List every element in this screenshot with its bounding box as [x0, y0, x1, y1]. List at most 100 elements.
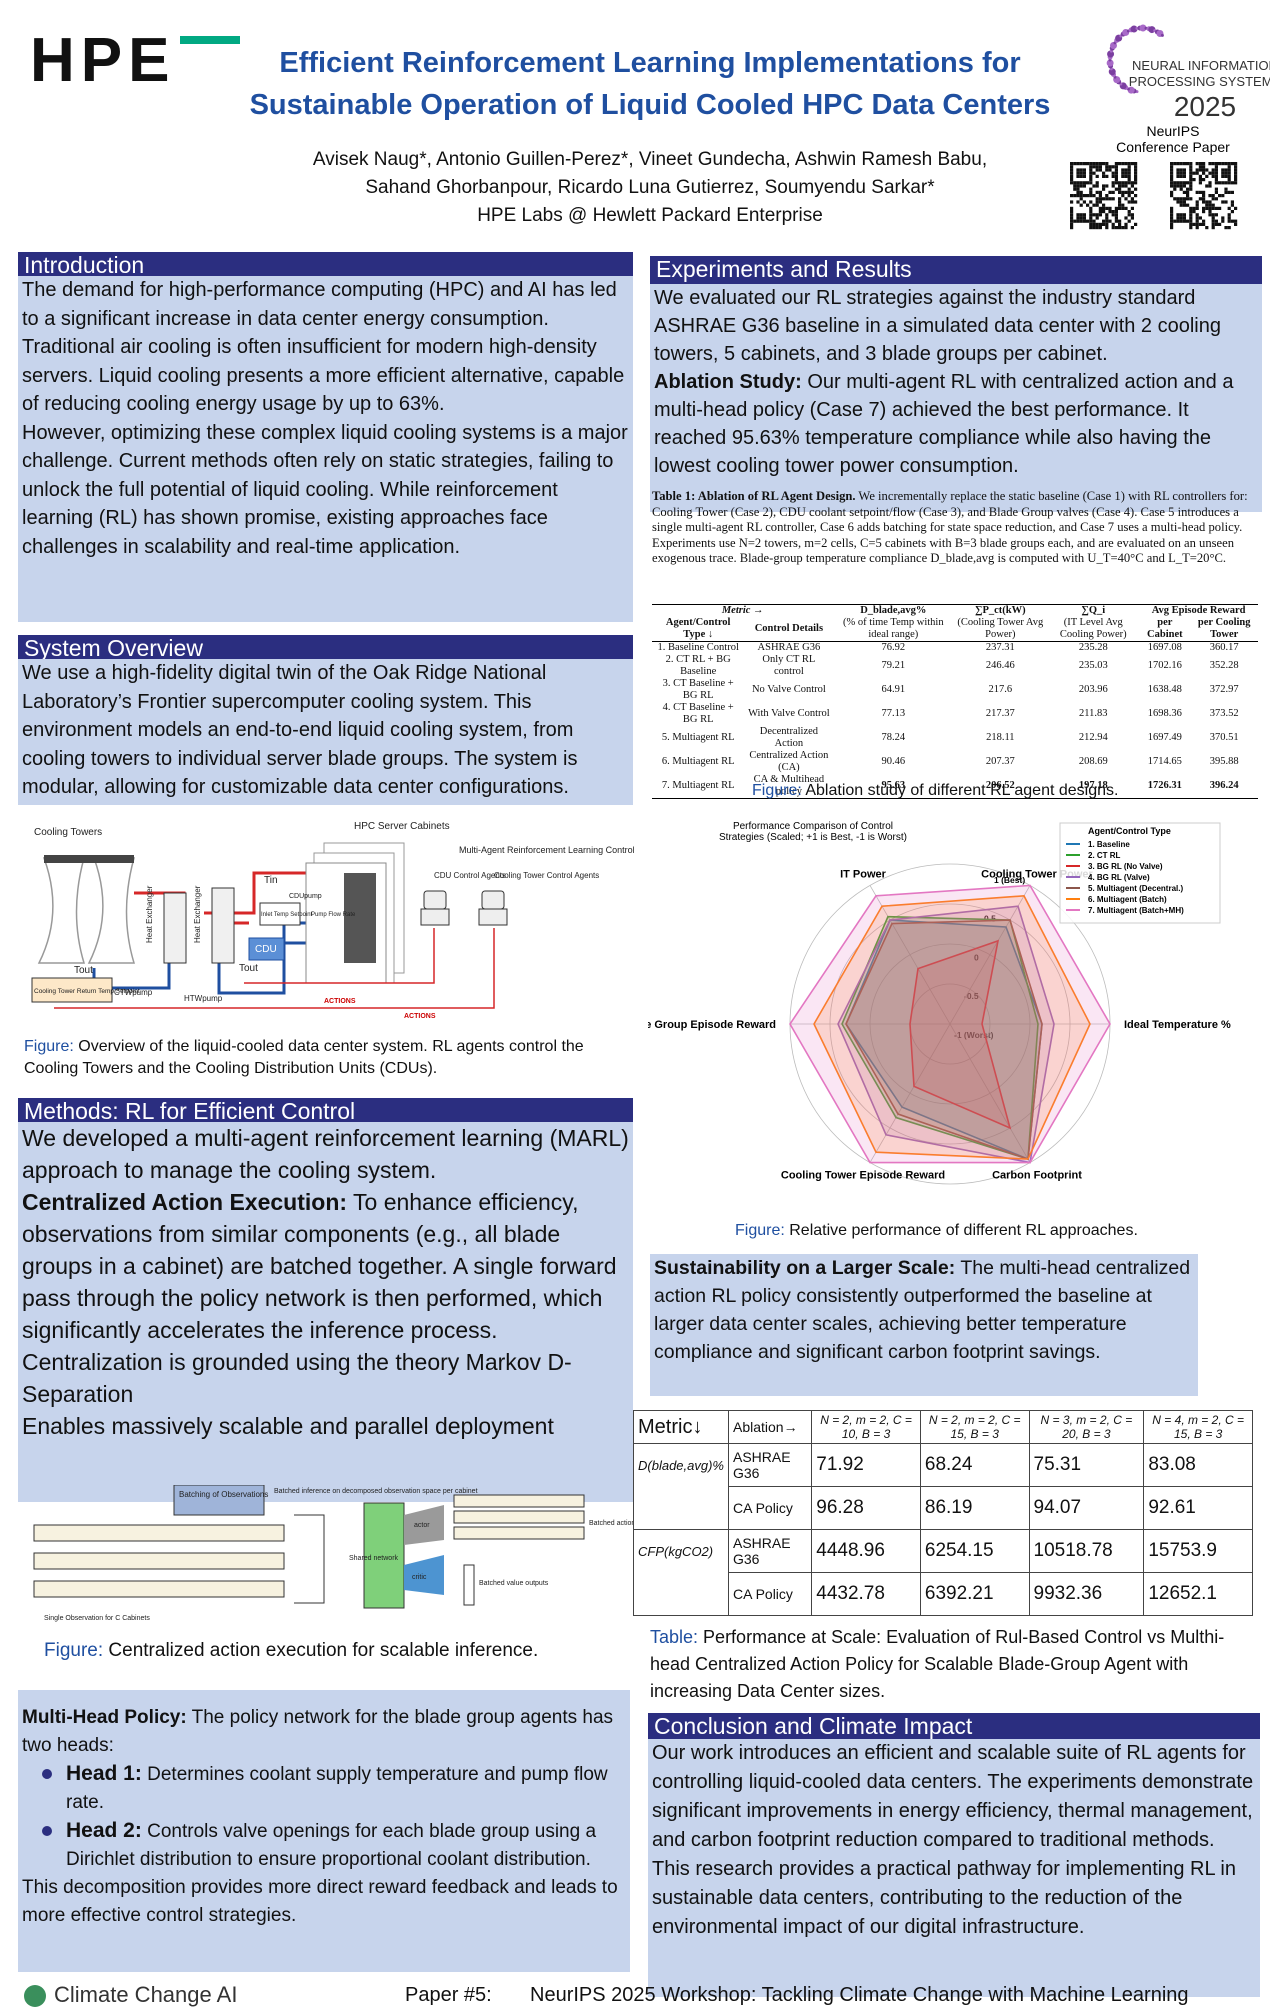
table-cell: 396.24 — [1209, 780, 1239, 791]
header-cell: per Cooling Tower — [1197, 617, 1251, 640]
header-cell: per Cabinet — [1147, 617, 1183, 640]
footer-workshop: NeurIPS 2025 Workshop: Tackling Climate … — [530, 1984, 1189, 2006]
figure-label: Cooling Tower Return Temp Setpoint — [34, 988, 140, 995]
qr-cell — [1234, 181, 1238, 185]
qr-cell — [1098, 200, 1102, 204]
qr-cell — [1089, 200, 1093, 204]
qr-cell — [1121, 168, 1125, 172]
axis-spoke — [949, 885, 1031, 1025]
qr-cell — [1134, 162, 1138, 166]
qr-cell — [1189, 213, 1193, 217]
qr-cell — [1130, 213, 1134, 217]
qr-cell — [1095, 203, 1099, 207]
lead: Centralized Action Execution: — [22, 1189, 348, 1215]
qr-cell — [1186, 162, 1190, 166]
qr-cell — [1079, 197, 1083, 201]
bullet-dot — [42, 1826, 52, 1836]
qr-cell — [1198, 168, 1202, 172]
cooling-towers — [37, 857, 136, 964]
qr-cell — [1070, 165, 1074, 169]
qr-cell — [1127, 194, 1131, 198]
figure-caption: Figure: Relative performance of differen… — [735, 1220, 1138, 1242]
lead: Sustainability on a Larger Scale: — [654, 1257, 956, 1279]
section-body: Our work introduces an efficient and sca… — [648, 1739, 1260, 1997]
qr-cell — [1192, 171, 1196, 175]
qr-cell — [1118, 181, 1122, 185]
qr-cell — [1134, 171, 1138, 175]
caption-lead: Table 1: Ablation of RL Agent Design. — [652, 489, 856, 503]
qr-cell — [1079, 219, 1083, 223]
qr-cell — [1211, 213, 1215, 217]
qr-cell — [1092, 194, 1096, 198]
caption-text: Overview of the liquid-cooled data cente… — [24, 1038, 584, 1077]
table-cell: 7. Multiagent RL — [661, 780, 735, 791]
section-body: We evaluated our RL strategies against t… — [650, 284, 1262, 512]
axis-label: Carbon Footprint — [992, 1170, 1082, 1182]
qr-cell — [1198, 222, 1202, 226]
table-cell: 95.63 — [881, 780, 906, 791]
qr-cell — [1227, 216, 1231, 220]
qr-cell — [1192, 178, 1196, 182]
qr-cell — [1224, 226, 1228, 230]
qr-cell — [1095, 190, 1099, 194]
qr-cell — [1173, 197, 1177, 201]
qr-cell — [1089, 194, 1093, 198]
text: Our multi-agent RL with centralized acti… — [654, 371, 1234, 477]
qr-cell — [1221, 219, 1225, 223]
table-cell: 1702.16 — [1147, 660, 1182, 671]
table-cell: 64.91 — [881, 684, 906, 695]
qr-cell — [1089, 187, 1093, 191]
qr-cell — [1208, 210, 1212, 214]
qr-cell — [1218, 222, 1222, 226]
qr-cell — [1111, 181, 1115, 185]
qr-cell — [1127, 200, 1131, 204]
qr-cell — [1118, 197, 1122, 201]
qr-cell — [1224, 174, 1228, 178]
table-cell: 207.37 — [985, 756, 1015, 767]
qr-cell — [1195, 222, 1199, 226]
qr-cell — [1170, 213, 1174, 217]
qr-cell — [1095, 168, 1099, 172]
qr-cell — [1108, 197, 1112, 201]
logo-year: 2025 — [1174, 91, 1236, 122]
table-cell: 5. Multiagent RL — [661, 732, 735, 743]
qr-cell — [1227, 178, 1231, 182]
header-cell: ∑Q_i — [1081, 605, 1106, 616]
system-figure: Cooling Towers HPC Server Cabinets Multi-A… — [24, 813, 634, 1025]
qr-cell — [1202, 219, 1206, 223]
qr-cell — [1195, 206, 1199, 210]
qr-cell — [1170, 168, 1174, 172]
qr-cell — [1089, 216, 1093, 220]
section-heading: Methods: RL for Efficient Control — [18, 1098, 633, 1122]
qr-cell — [1202, 222, 1206, 226]
qr-cell — [1182, 190, 1186, 194]
qr-cell — [1224, 171, 1228, 175]
qr-cell — [1130, 162, 1134, 166]
qr-cell — [1211, 174, 1215, 178]
qr-cell — [1127, 219, 1131, 223]
qr-cell — [1130, 190, 1134, 194]
qr-cell — [1073, 194, 1077, 198]
ablation-table-wrap: Metric → D_blade,avg% ∑P_ct(kW) ∑Q_i Avg Epi… — [652, 604, 1258, 799]
paragraph: Our work introduces an efficient and sca… — [652, 1742, 1254, 1851]
qr-cell — [1214, 178, 1218, 182]
paragraph: We developed a multi-agent reinforcement… — [22, 1125, 629, 1183]
authors: Avisek Naug*, Antonio Guillen-Perez*, Vi… — [240, 146, 1060, 230]
qr-cell — [1182, 162, 1186, 166]
table-cell: 9932.36 — [1028, 1572, 1145, 1616]
qr-cell — [1124, 222, 1128, 226]
section-heading: Introduction — [18, 252, 633, 276]
logo-text: HPE — [30, 26, 176, 95]
bullet-dot — [42, 1769, 52, 1779]
qr-cell — [1130, 184, 1134, 188]
qr-cell — [1076, 162, 1080, 166]
qr-cell — [1214, 219, 1218, 223]
qr-cell — [1089, 219, 1093, 223]
qr-cell — [1227, 171, 1231, 175]
qr-cell — [1070, 222, 1074, 226]
qr-cell — [1227, 213, 1231, 217]
qr-cell — [1176, 219, 1180, 223]
qr-cell — [1179, 171, 1183, 175]
paragraph: The demand for high-performance computin… — [22, 279, 625, 415]
